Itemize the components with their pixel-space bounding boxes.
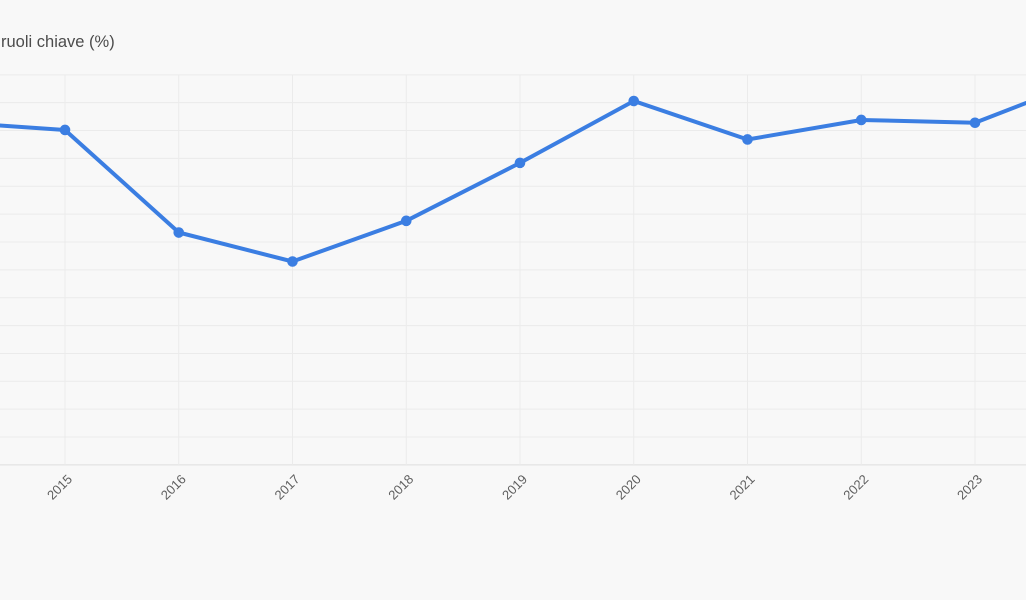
data-point-2015[interactable] xyxy=(59,124,71,136)
x-tick-label-2019: 2019 xyxy=(499,472,530,503)
x-tick-label-2017: 2017 xyxy=(272,472,303,503)
x-tick-label-2018: 2018 xyxy=(385,472,416,503)
x-tick-label-2020: 2020 xyxy=(613,472,644,503)
data-point-2022[interactable] xyxy=(855,114,867,126)
data-point-2016[interactable] xyxy=(173,227,185,238)
data-point-2019[interactable] xyxy=(514,157,526,169)
x-tick-label-2021: 2021 xyxy=(727,472,758,503)
data-point-2020[interactable] xyxy=(628,95,640,107)
x-tick-label-2022: 2022 xyxy=(840,472,871,503)
x-tick-label-2015: 2015 xyxy=(44,472,75,503)
data-line xyxy=(0,99,1026,264)
x-tick-label-2023: 2023 xyxy=(954,472,985,503)
x-tick-label-2016: 2016 xyxy=(158,472,189,503)
data-point-2018[interactable] xyxy=(400,215,412,227)
data-point-2021[interactable] xyxy=(742,134,753,145)
data-point-2017[interactable] xyxy=(287,256,298,267)
chart-title: ruoli chiave (%) xyxy=(1,33,115,51)
data-point-2023[interactable] xyxy=(969,117,981,129)
